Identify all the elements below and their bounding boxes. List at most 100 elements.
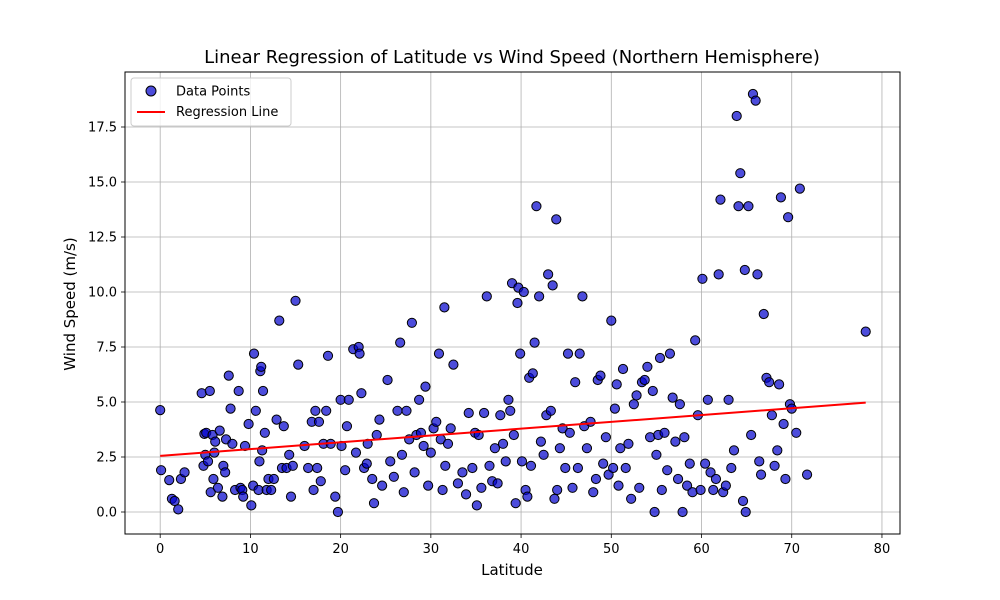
- data-point: [538, 449, 549, 460]
- legend-label-regression-line: Regression Line: [176, 105, 278, 120]
- legend-box: [130, 77, 292, 127]
- data-point: [401, 405, 412, 416]
- data-point: [227, 438, 238, 449]
- data-point: [448, 359, 459, 370]
- data-point: [442, 438, 454, 449]
- data-point: [700, 458, 711, 469]
- data-point: [484, 460, 495, 471]
- data-point: [634, 482, 645, 493]
- data-point: [570, 377, 581, 388]
- data-point: [697, 273, 708, 284]
- data-point: [577, 291, 588, 302]
- grid: [125, 72, 900, 534]
- data-point: [489, 443, 501, 454]
- y-tick-label: 0.0: [96, 506, 117, 521]
- data-point: [315, 476, 326, 487]
- x-tick-label: 70: [783, 542, 800, 557]
- data-point: [620, 462, 631, 474]
- data-point: [374, 414, 385, 425]
- data-point: [672, 473, 684, 485]
- data-point: [551, 214, 562, 225]
- data-point: [512, 297, 523, 309]
- data-point: [425, 447, 436, 458]
- data-point: [679, 432, 690, 443]
- regression-line: [160, 401, 866, 457]
- data-point: [674, 399, 685, 410]
- data-point: [239, 440, 251, 452]
- x-tick-label: 60: [693, 542, 710, 557]
- data-point: [503, 394, 514, 405]
- y-tick-label: 17.5: [88, 121, 117, 136]
- data-point: [574, 348, 585, 359]
- data-point: [367, 473, 378, 485]
- data-point: [476, 482, 487, 493]
- data-point: [740, 506, 751, 518]
- data-point: [527, 368, 538, 379]
- data-point: [155, 405, 166, 416]
- data-point: [452, 478, 464, 489]
- data-point: [659, 427, 670, 438]
- data-point: [626, 493, 637, 504]
- data-point: [791, 427, 802, 438]
- data-point: [746, 429, 757, 441]
- data-point: [290, 295, 301, 306]
- x-tick-label: 10: [242, 542, 259, 557]
- data-point: [212, 482, 224, 493]
- data-point: [361, 458, 372, 469]
- data-point: [155, 465, 167, 476]
- data-point: [254, 456, 265, 467]
- data-point: [516, 456, 528, 467]
- data-points: [155, 88, 871, 518]
- data-point: [772, 445, 783, 456]
- data-point: [681, 480, 693, 491]
- data-point: [332, 506, 344, 518]
- data-point: [585, 416, 596, 427]
- x-axis-label: Latitude: [481, 561, 543, 579]
- data-point: [515, 348, 526, 359]
- data-point: [588, 487, 599, 498]
- data-point: [710, 473, 722, 485]
- data-point: [164, 475, 175, 486]
- data-point: [246, 500, 257, 511]
- x-tick-label: 80: [874, 542, 891, 557]
- data-point: [617, 363, 629, 375]
- data-point: [278, 421, 289, 432]
- data-point: [690, 335, 701, 346]
- data-point: [478, 407, 490, 419]
- data-point: [371, 429, 382, 441]
- data-point: [554, 443, 565, 454]
- data-point: [210, 436, 221, 447]
- data-point: [860, 326, 871, 337]
- data-point: [310, 405, 321, 416]
- data-point: [497, 438, 509, 449]
- data-point: [341, 421, 353, 432]
- data-point: [248, 348, 260, 359]
- y-tick-label: 5.0: [96, 396, 117, 411]
- data-point: [667, 392, 678, 403]
- data-point: [274, 315, 285, 326]
- data-point: [713, 269, 724, 280]
- regression-line-group: [160, 401, 866, 457]
- data-point: [743, 201, 754, 212]
- legend: Data Points Regression Line: [130, 77, 292, 127]
- data-point: [437, 484, 448, 496]
- data-point: [615, 443, 626, 454]
- data-point: [330, 491, 341, 502]
- data-point: [308, 484, 319, 496]
- data-point: [525, 460, 537, 471]
- data-point: [457, 467, 468, 478]
- data-point: [266, 484, 277, 496]
- x-tick-label: 20: [332, 542, 349, 557]
- data-point: [518, 286, 529, 298]
- data-point: [287, 460, 298, 471]
- data-point: [705, 467, 716, 478]
- x-axis-ticks: 0 10 20 30 40 50 60 70 80: [156, 534, 890, 557]
- data-point: [572, 462, 584, 474]
- data-point: [609, 403, 621, 414]
- data-point: [647, 385, 658, 397]
- y-tick-label: 10.0: [88, 286, 117, 301]
- x-tick-label: 50: [603, 542, 620, 557]
- data-point: [202, 456, 214, 467]
- data-point: [354, 348, 365, 359]
